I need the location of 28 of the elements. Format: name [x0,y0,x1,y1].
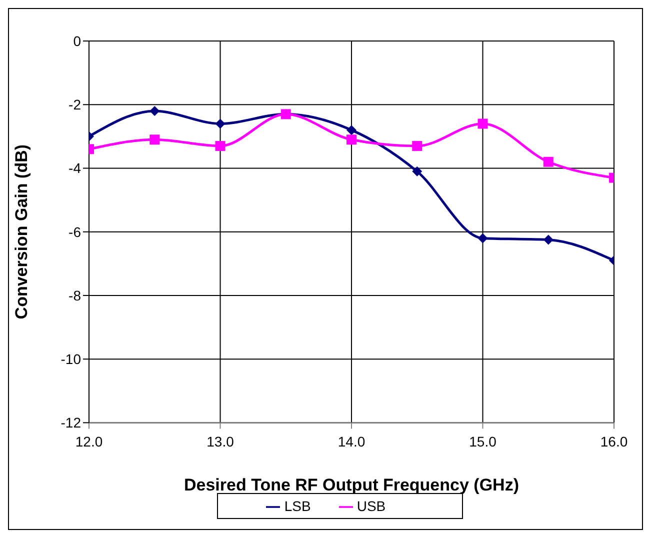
y-axis-title: Conversion Gain (dB) [12,144,32,320]
x-tick-label: 14.0 [338,434,366,450]
x-axis-title: Desired Tone RF Output Frequency (GHz) [184,476,519,495]
y-tick-label: 0 [73,32,82,49]
y-tick-label: -8 [68,287,82,304]
point [215,118,226,129]
point [150,134,160,145]
point [478,118,488,129]
point [150,106,160,116]
x-tick-label: 15.0 [469,434,497,450]
legend-label: USB [356,498,386,514]
point [412,140,422,151]
x-tick-label: 12.0 [75,434,103,450]
point [346,125,356,136]
point [543,234,554,245]
point [543,156,554,167]
legend-label: LSB [284,498,311,514]
y-tick-label: -10 [60,351,82,368]
y-tick-label: -6 [68,224,82,240]
y-tick-label: -4 [68,160,82,176]
point [346,134,356,145]
y-tick-label: -2 [68,96,82,113]
point [478,233,488,244]
point [412,166,422,176]
point [215,140,226,151]
y-tick-label: -12 [60,414,82,431]
x-tick-label: 13.0 [206,434,234,450]
x-tick-label: 16.0 [600,434,628,450]
